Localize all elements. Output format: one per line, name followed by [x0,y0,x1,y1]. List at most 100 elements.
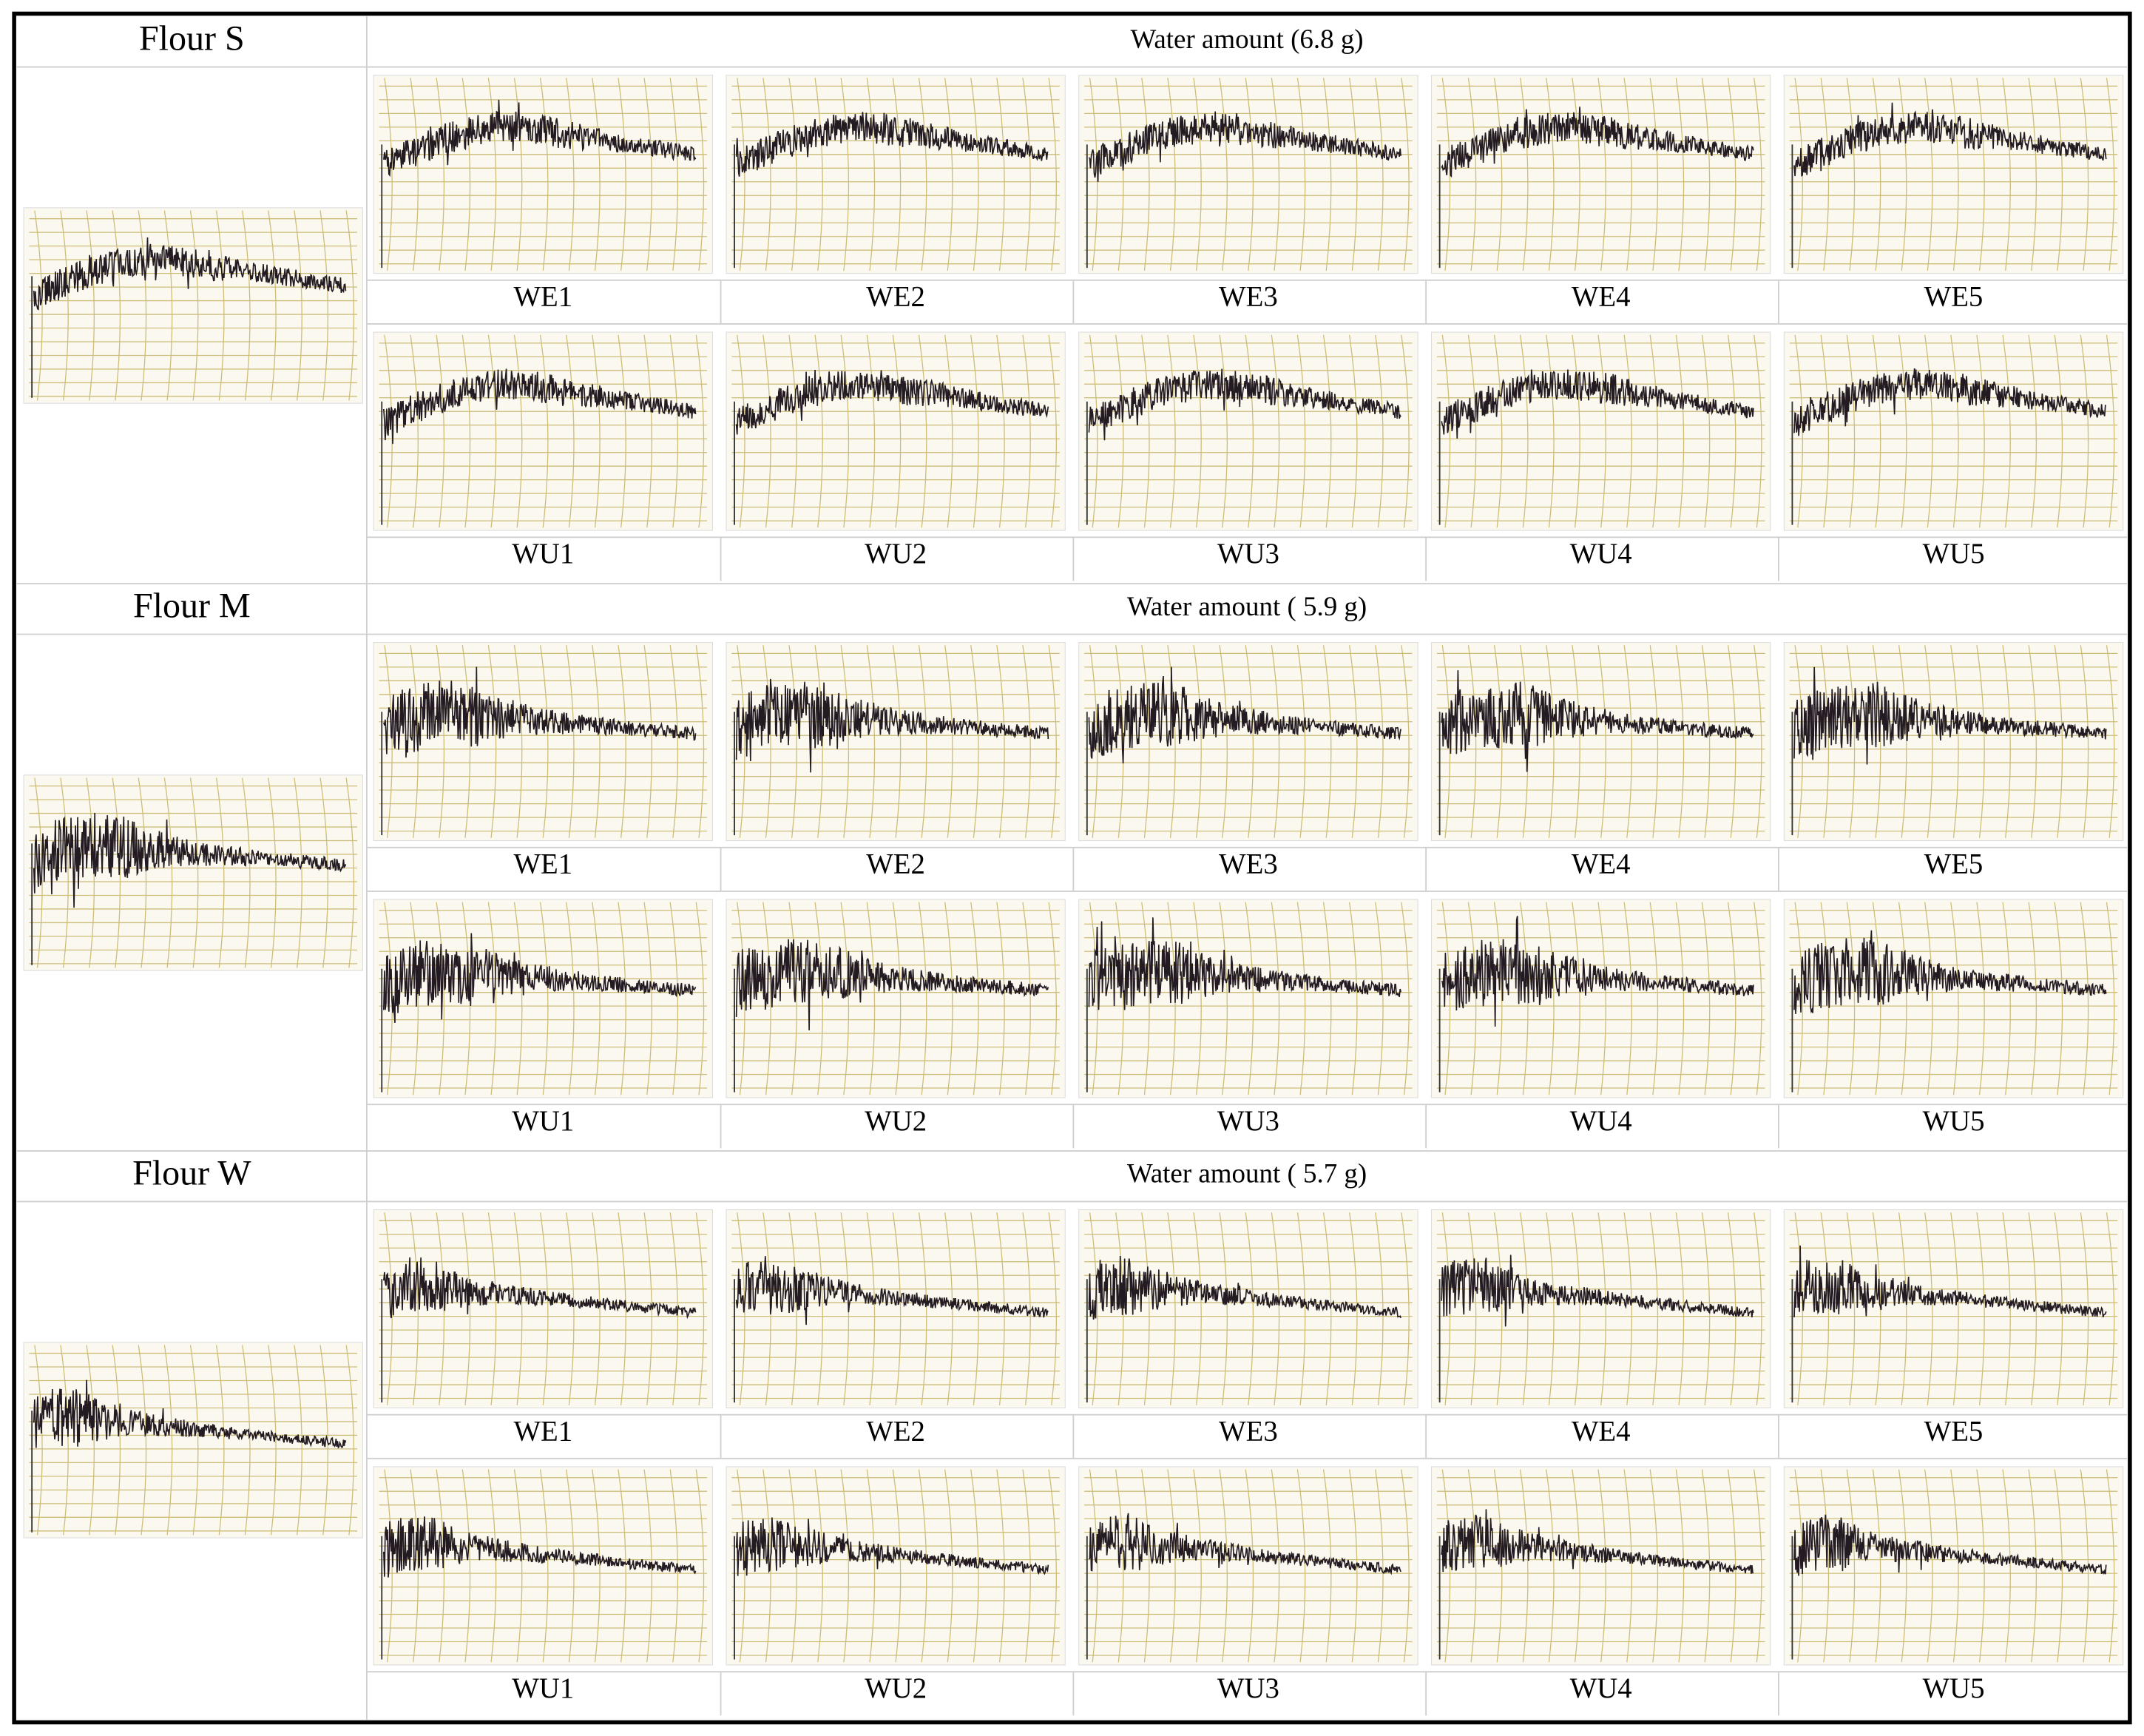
chart-grid [1789,78,2118,271]
mixograph-image [373,331,714,531]
curve-trace [1441,1254,1754,1327]
mixograph-image [726,1209,1066,1409]
chart-paper [1430,75,1771,274]
chart-paper [726,899,1066,1098]
curve-trace [1088,1513,1401,1575]
curve-trace [383,666,697,758]
curve-trace [1088,917,1401,1010]
mixograph-image [1078,642,1418,842]
sample-label: WU4 [1570,538,1632,570]
sample-label: WE5 [1924,848,1984,880]
mixograph-image [1078,331,1418,531]
sample-label: WE4 [1572,1415,1631,1447]
sample-label: WU2 [865,1105,927,1137]
mixograph-image [373,1466,714,1666]
chart-paper [1078,1466,1418,1666]
sample-label: WE5 [1924,1415,1984,1447]
chart-paper [1078,899,1418,1098]
chart-grid [1789,1469,2118,1663]
sample-label: WE3 [1219,1415,1278,1447]
curve-trace [735,370,1049,435]
curve-trace [383,1516,697,1578]
curve-trace [1793,666,2107,765]
chart-paper [373,331,714,531]
chart-paper [726,1209,1066,1409]
sample-label: WE3 [1219,848,1278,880]
sample-label: WE2 [866,281,925,313]
curve-trace [1088,368,1401,441]
chart-paper [1078,642,1418,842]
mixograph-image [1430,1209,1771,1409]
sample-label: WE4 [1572,848,1631,880]
mixograph-image [1430,75,1771,274]
sample-label: WU3 [1217,1672,1279,1704]
chart-paper [373,899,714,1098]
sample-label: WE2 [866,1415,925,1447]
chart-paper [1783,75,2124,274]
flour-title: Flour M [133,586,251,625]
mixograph-image [1430,642,1771,842]
mixograph-image [1783,642,2124,842]
chart-grid [1084,1212,1413,1405]
curve-trace [735,112,1049,177]
chart-paper [373,1466,714,1666]
sample-label: WE2 [866,848,925,880]
mixograph-image [1783,75,2124,274]
chart-grid [731,902,1060,1095]
curve-trace [1441,369,1754,439]
mixograph-image [373,75,714,274]
mixograph-image [726,75,1066,274]
curve-trace [1088,111,1401,182]
sample-label: WU5 [1922,538,1984,570]
curve-trace [1441,107,1754,178]
sample-label: WE4 [1572,281,1631,313]
curve-trace [33,237,347,311]
chart-paper [726,331,1066,531]
curve-trace [1088,1255,1401,1320]
curve-trace [383,99,697,178]
chart-paper [1783,899,2124,1098]
chart-paper [1430,899,1771,1098]
mixograph-image [373,642,714,842]
chart-paper [1783,331,2124,531]
chart-paper [373,75,714,274]
outer-border [12,11,2132,1725]
chart-paper [1430,331,1771,531]
sample-label: WU2 [865,1672,927,1704]
chart-paper [726,642,1066,842]
mixograph-image [726,899,1066,1098]
chart-grid [29,777,357,968]
sample-label: WU5 [1922,1105,1984,1137]
sample-label: WU5 [1922,1672,1984,1704]
sample-label: WU4 [1570,1672,1632,1704]
sample-label: WU1 [512,1105,574,1137]
mixograph-image [23,1342,363,1539]
sample-label: WU2 [865,538,927,570]
mixograph-image [726,642,1066,842]
mixograph-image [1783,1209,2124,1409]
curve-trace [1441,1509,1754,1574]
water-amount: Water amount ( 5.7 g) [1127,1158,1367,1189]
sample-label: WE1 [513,848,572,880]
chart-paper [1783,642,2124,842]
chart-grid [1789,645,2118,838]
chart-grid [379,78,708,271]
mixograph-image [1430,899,1771,1098]
chart-paper [373,1209,714,1409]
mixograph-image [1078,899,1418,1098]
chart-paper [23,774,363,971]
curve-trace [1793,102,2107,177]
sample-label: WE3 [1219,281,1278,313]
mixograph-image [23,207,363,404]
chart-paper [373,642,714,842]
curve-trace [1793,368,2106,436]
mixograph-image [1430,331,1771,531]
chart-paper [726,75,1066,274]
chart-grid [731,645,1060,838]
curve-trace [33,1379,347,1449]
curve-trace [33,813,347,908]
chart-grid [1084,78,1413,271]
sample-label: WU3 [1217,538,1279,570]
mixograph-image [1430,1466,1771,1666]
